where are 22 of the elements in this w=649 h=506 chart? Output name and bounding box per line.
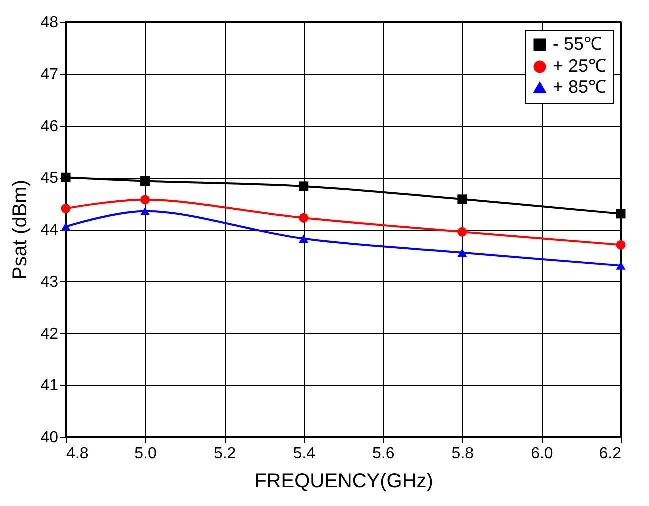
y-tick-label: 42 [40, 326, 59, 343]
x-tick-label: 4.8 [66, 446, 89, 462]
y-tick-label: 46 [40, 118, 59, 136]
legend-label: - 55℃ [553, 34, 602, 54]
y-tick-label: 43 [40, 274, 59, 291]
y-tick-label: 41 [40, 378, 59, 395]
x-tick-label: 5.4 [293, 446, 316, 462]
x-tick-label: 5.2 [214, 446, 236, 462]
x-tick-label: 5.0 [134, 446, 158, 462]
x-tick-label: 6.0 [531, 446, 554, 462]
y-tick-label: 48 [40, 14, 59, 32]
y-axis-title: Psat (dBm) [10, 180, 32, 280]
y-tick-label: 40 [40, 430, 59, 446]
legend-label: + 25℃ [553, 56, 607, 76]
y-tick-label: 45 [40, 170, 59, 188]
y-tick-label: 44 [40, 222, 59, 239]
x-tick-label: 6.2 [599, 446, 622, 462]
x-tick-label: 5.8 [452, 446, 474, 462]
x-tick-label: 5.6 [372, 446, 395, 462]
legend-label: + 85℃ [553, 77, 607, 97]
x-axis-title: FREQUENCY(GHz) [254, 470, 434, 492]
y-tick-label: 47 [40, 66, 59, 84]
